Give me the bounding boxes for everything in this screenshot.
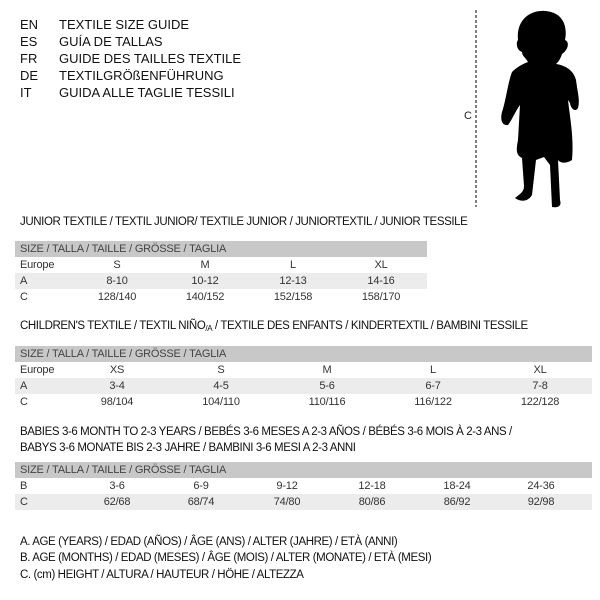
- measure-label: C: [464, 110, 472, 122]
- table-cell: 3-6: [109, 480, 125, 492]
- table-cell: 158/170: [361, 291, 401, 303]
- table-cell: 104/110: [202, 396, 240, 408]
- language-code: DE: [20, 68, 39, 83]
- junior-title: JUNIOR TEXTILE / TEXTIL JUNIOR/ TEXTILE …: [20, 216, 468, 228]
- table-cell: 140/152: [185, 291, 225, 303]
- table-cell: 10-12: [191, 275, 219, 287]
- table-cell: 68/74: [187, 496, 215, 508]
- table-cell: 12-13: [279, 275, 307, 287]
- language-line: FR GUIDE DES TAILLES TEXTILE: [20, 50, 241, 67]
- table-cell: 152/158: [273, 291, 313, 303]
- table-cell: XL: [374, 259, 388, 271]
- table-cell: 110/116: [308, 396, 346, 408]
- table-row: C 62/68 68/74 74/80 80/86 86/92 92/98: [15, 494, 592, 510]
- table-cell: 86/92: [443, 496, 471, 508]
- row-label: C: [20, 291, 28, 303]
- table-cell: 122/128: [520, 396, 560, 408]
- table-cell: 7-8: [532, 380, 548, 392]
- table-cell: L: [290, 259, 296, 271]
- babies-size-table: SIZE / TALLA / TAILLE / GRÖSSE / TAGLIA B…: [15, 462, 592, 510]
- table-cell: 128/140: [97, 291, 137, 303]
- table-header-label: SIZE / TALLA / TAILLE / GRÖSSE / TAGLIA: [20, 464, 227, 476]
- row-label: A: [20, 380, 28, 392]
- babies-title-line1: BABIES 3-6 MONTH TO 2-3 YEARS / BEBÉS 3-…: [20, 426, 512, 438]
- row-label: Europe: [20, 259, 55, 271]
- table-cell: 24-36: [527, 480, 555, 492]
- language-title: TEXTILE SIZE GUIDE: [59, 17, 190, 32]
- table-cell: 14-16: [367, 275, 395, 287]
- language-code: IT: [20, 85, 32, 100]
- language-code: EN: [20, 17, 39, 32]
- language-line: ES GUÍA DE TALLAS: [20, 33, 163, 50]
- table-cell: 6-9: [193, 480, 209, 492]
- table-row: A 8-10 10-12 12-13 14-16: [15, 273, 427, 289]
- table-cell: S: [113, 259, 121, 271]
- children-title-suffix: /A: [205, 324, 213, 333]
- children-title-main: CHILDREN'S TEXTILE / TEXTIL NIÑO: [20, 320, 206, 332]
- table-row: Europe S M L XL: [15, 257, 427, 273]
- row-label: C: [20, 396, 28, 408]
- children-size-table: SIZE / TALLA / TAILLE / GRÖSSE / TAGLIA E…: [15, 346, 592, 410]
- table-cell: 116/122: [414, 396, 452, 408]
- language-title: TEXTILGRÖßENFÜHRUNG: [59, 68, 224, 83]
- legend-c: C. (cm) HEIGHT / ALTURA / HAUTEUR / HÖHE…: [20, 569, 304, 581]
- table-row: Europe XS S M L XL: [15, 362, 592, 378]
- table-cell: 9-12: [276, 480, 298, 492]
- table-cell: 3-4: [109, 380, 125, 392]
- table-cell: 6-7: [425, 380, 441, 392]
- table-row: C 98/104 104/110 110/116 116/122 122/128: [15, 394, 592, 410]
- table-header-label: SIZE / TALLA / TAILLE / GRÖSSE / TAGLIA: [20, 348, 227, 360]
- language-line: DE TEXTILGRÖßENFÜHRUNG: [20, 67, 224, 84]
- table-cell: 80/86: [358, 496, 386, 508]
- table-cell: L: [430, 364, 436, 376]
- language-title: GUIDE DES TAILLES TEXTILE: [59, 51, 242, 66]
- table-cell: M: [322, 364, 332, 376]
- table-cell: 18-24: [443, 480, 471, 492]
- table-cell: S: [217, 364, 225, 376]
- language-code: FR: [20, 51, 38, 66]
- junior-size-table: SIZE / TALLA / TAILLE / GRÖSSE / TAGLIA E…: [15, 241, 427, 305]
- row-label: Europe: [20, 364, 55, 376]
- row-label: B: [20, 480, 28, 492]
- babies-title-line2: BABYS 3-6 MONATE BIS 2-3 JAHRE / BAMBINI…: [20, 442, 356, 454]
- table-cell: XS: [109, 364, 125, 376]
- table-cell: 12-18: [358, 480, 386, 492]
- table-cell: M: [200, 259, 210, 271]
- table-header: SIZE / TALLA / TAILLE / GRÖSSE / TAGLIA: [15, 241, 427, 257]
- language-line: EN TEXTILE SIZE GUIDE: [20, 16, 189, 33]
- children-title: CHILDREN'S TEXTILE / TEXTIL NIÑO/A / TEX…: [20, 319, 528, 336]
- row-label: A: [20, 275, 28, 287]
- table-cell: 74/80: [273, 496, 301, 508]
- legend-b: B. AGE (MONTHS) / EDAD (MESES) / ÂGE (MO…: [20, 552, 432, 564]
- table-cell: 98/104: [100, 396, 134, 408]
- table-cell: XL: [533, 364, 547, 376]
- table-header: SIZE / TALLA / TAILLE / GRÖSSE / TAGLIA: [15, 462, 592, 478]
- row-label: C: [20, 496, 28, 508]
- baby-silhouette-figure: C: [464, 10, 579, 208]
- table-cell: 5-6: [319, 380, 335, 392]
- table-cell: 4-5: [213, 380, 229, 392]
- language-code: ES: [20, 34, 38, 49]
- table-row: A 3-4 4-5 5-6 6-7 7-8: [15, 378, 592, 394]
- language-title: GUIDA ALLE TAGLIE TESSILI: [59, 85, 235, 100]
- table-header: SIZE / TALLA / TAILLE / GRÖSSE / TAGLIA: [15, 346, 592, 362]
- language-title: GUÍA DE TALLAS: [59, 34, 163, 49]
- table-cell: 8-10: [106, 275, 128, 287]
- children-title-rest: / TEXTILE DES ENFANTS / KINDERTEXTIL / B…: [212, 320, 528, 332]
- table-row: C 128/140 140/152 152/158 158/170: [15, 289, 427, 305]
- table-header-label: SIZE / TALLA / TAILLE / GRÖSSE / TAGLIA: [20, 243, 227, 255]
- table-row: B 3-6 6-9 9-12 12-18 18-24 24-36: [15, 478, 592, 494]
- language-line: IT GUIDA ALLE TAGLIE TESSILI: [20, 84, 235, 101]
- baby-silhouette-icon: [501, 10, 579, 208]
- table-cell: 62/68: [103, 496, 131, 508]
- legend-a: A. AGE (YEARS) / EDAD (AÑOS) / ÂGE (ANS)…: [20, 536, 398, 548]
- table-cell: 92/98: [527, 496, 555, 508]
